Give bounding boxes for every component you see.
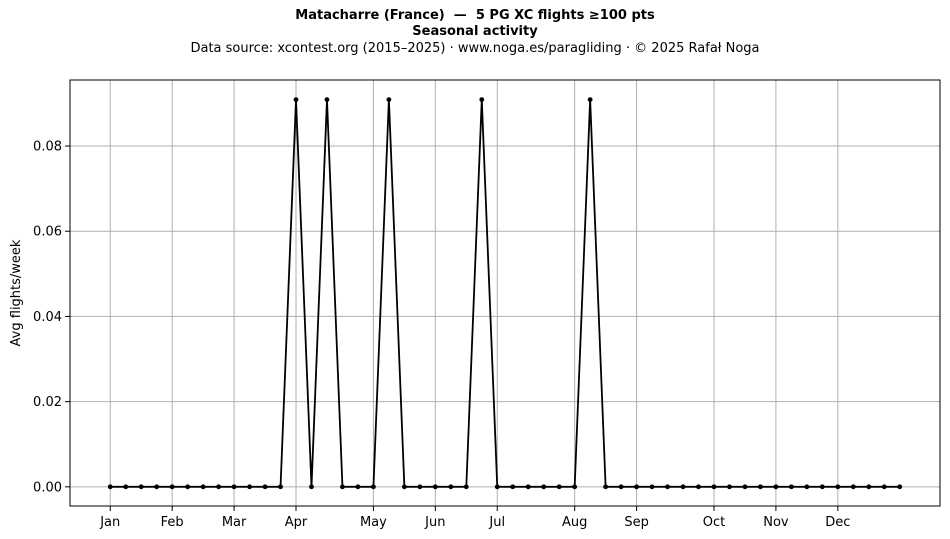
data-point: [881, 484, 887, 490]
data-point: [200, 484, 206, 490]
data-point: [401, 484, 407, 490]
x-tick-label: Jun: [424, 515, 445, 530]
data-point: [696, 484, 701, 490]
data-point: [788, 484, 794, 490]
x-axis-ticks: Jan Feb Mar Apr May Jun Jul Aug Sep Oct Nov Dec: [99, 506, 850, 530]
y-axis-ticks: 0.00 0.02 0.04 0.06 0.08: [33, 140, 70, 495]
data-point: [804, 484, 810, 490]
chart-source-line: Data source: xcontest.org (2015–2025) · …: [190, 41, 760, 56]
chart-title: Matacharre (France) — 5 PG XC flights ≥1…: [295, 8, 655, 23]
data-point: [742, 484, 748, 490]
x-tick-label: Aug: [562, 515, 587, 530]
plot-frame: [69, 79, 941, 507]
chart-title-block: Matacharre (France) — 5 PG XC flights ≥1…: [0, 8, 950, 58]
data-point: [494, 484, 500, 490]
x-tick-label: Nov: [763, 515, 789, 530]
data-point: [479, 97, 485, 102]
x-tick-label: Oct: [703, 515, 725, 530]
data-point: [711, 484, 717, 490]
x-tick-label: Feb: [161, 515, 184, 530]
data-point: [355, 484, 361, 490]
data-point: [587, 97, 593, 102]
data-point: [123, 484, 129, 490]
y-tick-label: 0.04: [33, 310, 62, 325]
data-point: [185, 484, 191, 490]
data-point: [680, 484, 686, 490]
data-point: [897, 484, 903, 490]
chart-subtitle: Seasonal activity: [412, 24, 538, 39]
data-point: [758, 484, 763, 490]
data-point: [819, 484, 825, 490]
data-point: [649, 484, 655, 490]
data-point: [138, 484, 144, 490]
x-tick-label: Jan: [99, 515, 120, 530]
data-point: [278, 484, 283, 490]
data-point: [463, 484, 469, 490]
data-point: [247, 484, 252, 490]
data-point: [293, 97, 299, 102]
y-tick-label: 0.06: [33, 225, 62, 240]
data-point: [850, 484, 856, 490]
data-point: [448, 484, 454, 490]
x-tick-label: Mar: [222, 515, 247, 530]
data-point: [603, 484, 609, 490]
data-point: [309, 484, 314, 490]
data-point: [727, 484, 732, 490]
data-point: [324, 97, 330, 102]
data-point: [386, 97, 392, 102]
y-axis-label: Avg flights/week: [9, 239, 24, 346]
data-point: [634, 484, 639, 490]
data-point: [262, 484, 268, 490]
data-point: [618, 484, 624, 490]
data-point: [417, 484, 423, 490]
x-tick-label: Jul: [488, 515, 505, 530]
data-point: [541, 484, 547, 490]
data-point: [866, 484, 872, 490]
x-tick-label: Dec: [825, 515, 850, 530]
data-point: [371, 484, 376, 490]
data-point: [231, 484, 237, 490]
data-point: [340, 484, 345, 490]
y-tick-label: 0.08: [33, 140, 62, 155]
x-tick-label: Apr: [285, 515, 308, 530]
x-tick-label: May: [360, 515, 387, 530]
data-point: [432, 484, 438, 490]
series-layer: [107, 97, 903, 490]
data-point: [773, 484, 779, 490]
data-point: [572, 484, 578, 490]
data-point: [107, 484, 113, 490]
x-tick-label: Sep: [624, 515, 649, 530]
data-point: [525, 484, 531, 490]
y-tick-label: 0.02: [33, 395, 62, 410]
y-tick-label: 0.00: [33, 480, 62, 495]
data-point: [169, 484, 175, 490]
data-point: [556, 484, 562, 490]
data-point: [154, 484, 160, 490]
data-point: [510, 484, 516, 490]
grid-lines: [70, 80, 940, 506]
series-line: [110, 98, 900, 488]
data-point: [665, 484, 670, 490]
data-point: [835, 484, 841, 490]
data-point: [216, 484, 222, 490]
